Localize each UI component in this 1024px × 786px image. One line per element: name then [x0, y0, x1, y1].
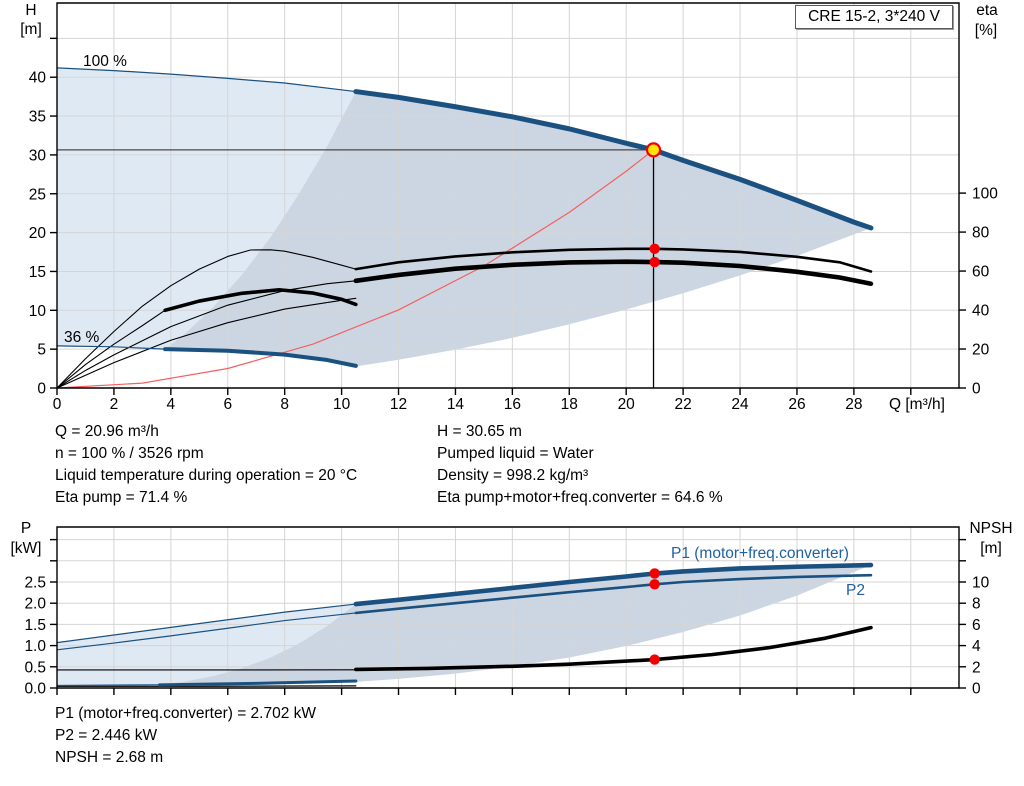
p1-curve-label: P1 (motor+freq.converter)	[671, 545, 849, 562]
info-line: Eta pump+motor+freq.converter = 64.6 %	[437, 487, 723, 509]
y-tick-label: 2.5	[24, 575, 46, 592]
y-tick-label: 40	[29, 70, 47, 87]
pump-model-badge: CRE 15-2, 3*240 V	[795, 5, 953, 29]
y2-tick-label: 100	[972, 186, 998, 203]
speed-100-label: 100 %	[83, 53, 127, 70]
info-line: Liquid temperature during operation = 20…	[55, 465, 357, 487]
x-tick-label: 6	[223, 396, 232, 413]
x-tick-label: 8	[280, 396, 289, 413]
y-tick-label: 35	[29, 109, 46, 126]
x-tick-label: 2	[110, 396, 119, 413]
h-axis-title-2: [m]	[20, 21, 42, 38]
eta-axis-title-2: [%]	[975, 22, 997, 39]
y2-tick-label: 40	[972, 303, 990, 320]
eta-pump-duty-dot	[649, 244, 659, 254]
p2-curve-label: P2	[846, 582, 865, 599]
x-tick-label: 28	[845, 396, 862, 413]
x-tick-label: 20	[618, 396, 636, 413]
duty-info-right: H = 30.65 m Pumped liquid = Water Densit…	[437, 421, 723, 509]
x-tick-label: 4	[167, 396, 176, 413]
info-line: Pumped liquid = Water	[437, 443, 723, 465]
info-line: H = 30.65 m	[437, 421, 723, 443]
x-tick-label: 16	[504, 396, 521, 413]
info-line: P1 (motor+freq.converter) = 2.702 kW	[55, 703, 316, 725]
y-tick-label: 1.0	[24, 638, 46, 655]
q-unit-label: Q [m³/h]	[889, 396, 945, 413]
y-tick-label: 10	[29, 303, 47, 320]
p-axis-title-2: [kW]	[11, 540, 42, 557]
y-tick-label: 20	[29, 225, 47, 242]
duty-info-left: Q = 20.96 m³/h n = 100 % / 3526 rpm Liqu…	[55, 421, 357, 509]
p-axis-title-1: P	[21, 520, 31, 537]
npsh-axis-title-1: NPSH	[969, 520, 1012, 537]
info-line: n = 100 % / 3526 rpm	[55, 443, 357, 465]
y-tick-label: 1.5	[24, 617, 46, 634]
y2-tick-label: 2	[972, 659, 981, 676]
power-chart: 0.0 0.5 1.0 1.5 2.0 2.5 0 2 4 6 8 10 P1 (motor+freq.…	[11, 520, 1013, 698]
operating-point	[647, 143, 660, 156]
info-line: NPSH = 2.68 m	[55, 747, 316, 769]
y2-tick-label: 0	[972, 381, 981, 398]
x-tick-label: 12	[390, 396, 407, 413]
info-line: Eta pump = 71.4 %	[55, 487, 357, 509]
y-tick-label: 25	[29, 186, 46, 203]
y2-tick-label: 10	[972, 575, 990, 592]
p1-min-curve-thin	[57, 685, 159, 686]
x-tick-label: 0	[53, 396, 62, 413]
y-tick-label: 0.5	[24, 659, 46, 676]
y2-tick-label: 4	[972, 638, 981, 655]
p2-duty-dot	[649, 579, 659, 589]
eta-total-duty-dot	[649, 257, 659, 267]
y2-tick-label: 0	[972, 681, 981, 698]
x-tick-label: 10	[333, 396, 351, 413]
h-axis-title-1: H	[25, 2, 36, 19]
y2-tick-label: 80	[972, 225, 990, 242]
y-tick-label: 15	[29, 264, 46, 281]
power-info: P1 (motor+freq.converter) = 2.702 kW P2 …	[55, 703, 316, 769]
y-tick-label: 0	[37, 381, 46, 398]
eta-axis-title-1: eta	[976, 2, 998, 19]
x-tick-label: 26	[788, 396, 805, 413]
x-tick-label: 22	[674, 396, 691, 413]
speed-36-label: 36 %	[64, 329, 100, 346]
y2-tick-label: 20	[972, 342, 990, 359]
x-tick-label: 18	[561, 396, 578, 413]
info-line: Q = 20.96 m³/h	[55, 421, 357, 443]
x-tick-label: 24	[731, 396, 749, 413]
info-line: Density = 998.2 kg/m³	[437, 465, 723, 487]
info-line: P2 = 2.446 kW	[55, 725, 316, 747]
y-tick-label: 30	[29, 147, 47, 164]
npsh-duty-dot	[649, 654, 659, 664]
y2-tick-label: 6	[972, 617, 981, 634]
p1-duty-dot	[649, 568, 659, 578]
x-tick-label: 14	[447, 396, 465, 413]
npsh-axis-title-2: [m]	[980, 540, 1002, 557]
y2-tick-label: 60	[972, 264, 990, 281]
y-tick-label: 2.0	[24, 596, 46, 613]
y2-tick-label: 8	[972, 596, 981, 613]
y-tick-label: 5	[37, 342, 46, 359]
y-tick-label: 0.0	[24, 681, 46, 698]
